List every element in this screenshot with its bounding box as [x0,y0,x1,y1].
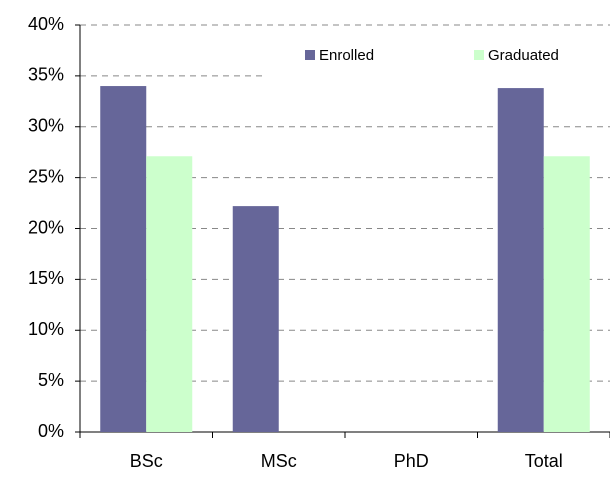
y-tick-label: 5% [38,370,64,390]
y-tick-label: 0% [38,421,64,441]
bar [543,156,590,432]
legend-swatch [305,50,315,60]
legend-label: Graduated [488,47,559,64]
bar [146,156,193,432]
legend-label: Enrolled [319,47,374,64]
bar [497,88,544,433]
y-tick-label: 25% [28,166,64,186]
y-tick-label: 15% [28,268,64,288]
y-tick-label: 10% [28,319,64,339]
x-tick-label: MSc [261,451,297,471]
x-tick-label: Total [525,451,563,471]
x-tick-label: BSc [130,451,163,471]
x-tick-label: PhD [394,451,429,471]
legend-swatch [474,50,484,60]
y-tick-label: 20% [28,217,64,237]
legend-box [262,38,610,100]
y-tick-label: 30% [28,116,64,136]
y-tick-label: 40% [28,14,64,34]
bar [100,86,147,433]
bar [232,206,279,432]
y-tick-label: 35% [28,65,64,85]
